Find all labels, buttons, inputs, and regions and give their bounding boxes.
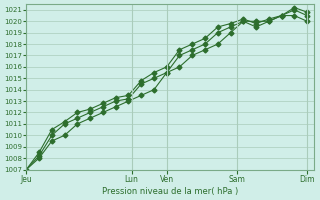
X-axis label: Pression niveau de la mer( hPa ): Pression niveau de la mer( hPa ) xyxy=(102,187,238,196)
